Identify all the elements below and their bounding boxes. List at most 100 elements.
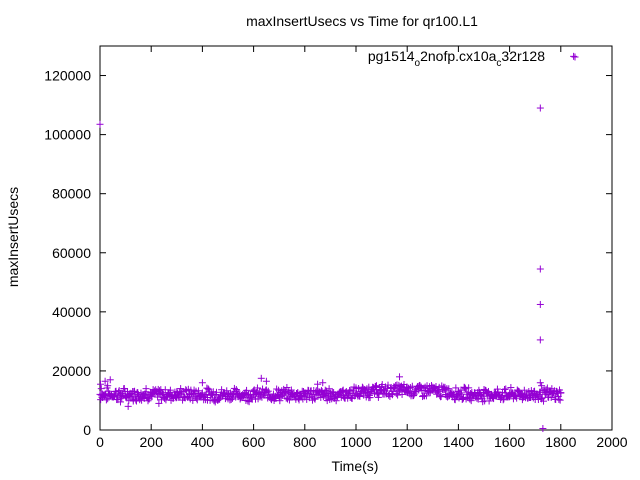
data-point — [198, 379, 206, 387]
data-point — [332, 397, 340, 405]
data-point — [287, 386, 295, 394]
data-point — [173, 388, 181, 396]
data-point — [228, 394, 236, 402]
data-point — [467, 391, 475, 399]
x-tick-label: 400 — [191, 434, 215, 450]
data-point — [356, 392, 364, 400]
data-point — [283, 383, 291, 391]
data-point — [195, 387, 203, 395]
data-point — [403, 383, 411, 391]
x-tick-label: 200 — [140, 434, 164, 450]
data-point — [211, 398, 219, 406]
data-point — [531, 391, 539, 399]
data-point — [365, 383, 373, 391]
data-point — [259, 385, 267, 393]
x-axis: 0 200 400 600 800 1000 1200 1400 1600 1800 2000 — [96, 46, 628, 450]
legend-marker-plus — [571, 53, 579, 61]
data-point — [543, 384, 551, 392]
data-point — [204, 394, 212, 402]
data-point — [467, 397, 475, 405]
data-point — [134, 391, 142, 399]
data-point — [288, 392, 296, 400]
data-point — [147, 389, 155, 397]
data-point — [276, 397, 284, 405]
y-tick-label: 120000 — [44, 68, 91, 84]
data-point — [512, 393, 520, 401]
data-point — [452, 384, 460, 392]
data-point — [311, 395, 319, 403]
data-point — [396, 373, 404, 381]
data-point — [366, 394, 374, 402]
data-point — [544, 391, 552, 399]
data-point — [237, 392, 245, 400]
data-point — [177, 385, 185, 393]
data-point — [556, 396, 564, 404]
chart-title: maxInsertUsecs vs Time for qr100.L1 — [246, 13, 478, 29]
legend-label-tail: 32r128 — [501, 48, 545, 64]
legend-label-mid: 2nofp.cx10a — [420, 48, 496, 64]
data-point — [166, 386, 174, 394]
data-series — [96, 52, 578, 433]
y-tick-label: 40000 — [52, 304, 91, 320]
data-point — [204, 385, 212, 393]
x-tick-label: 800 — [293, 434, 317, 450]
data-point — [262, 377, 270, 385]
data-point — [499, 396, 507, 404]
data-point — [352, 385, 360, 393]
data-point — [285, 396, 293, 404]
data-point — [536, 300, 544, 308]
data-point — [372, 382, 380, 390]
data-point — [547, 393, 555, 401]
data-point — [465, 384, 473, 392]
data-point — [186, 391, 194, 399]
data-point — [419, 393, 427, 401]
data-point — [129, 395, 137, 403]
data-point — [570, 52, 578, 60]
data-point — [97, 380, 105, 388]
data-point — [416, 382, 424, 390]
data-point — [96, 120, 104, 128]
legend-label-base: pg1514 — [368, 48, 415, 64]
data-point — [540, 397, 548, 405]
data-point — [374, 393, 382, 401]
data-point — [555, 395, 563, 403]
data-point — [326, 389, 334, 397]
x-tick-label: 1000 — [340, 434, 371, 450]
data-point — [536, 265, 544, 273]
y-axis-label: maxInsertUsecs — [5, 187, 21, 287]
data-point — [536, 336, 544, 344]
data-point — [507, 384, 515, 392]
data-point — [125, 396, 133, 404]
data-point — [485, 397, 493, 405]
data-point — [319, 379, 327, 387]
x-tick-label: 1200 — [392, 434, 423, 450]
legend-label-sub2: c — [496, 58, 501, 69]
data-point — [394, 391, 402, 399]
data-point — [538, 394, 546, 402]
data-point — [325, 385, 333, 393]
data-point — [163, 392, 171, 400]
data-point — [518, 391, 526, 399]
data-point — [378, 386, 386, 394]
data-point — [250, 391, 258, 399]
y-tick-label: 20000 — [52, 363, 91, 379]
data-point — [106, 376, 114, 384]
data-point — [104, 382, 112, 390]
data-point — [422, 392, 430, 400]
data-point — [538, 382, 546, 390]
data-point — [557, 389, 565, 397]
data-point — [502, 385, 510, 393]
data-point — [461, 385, 469, 393]
data-point — [484, 387, 492, 395]
data-point — [99, 394, 107, 402]
data-point — [264, 387, 272, 395]
data-point — [212, 388, 220, 396]
data-point — [244, 397, 252, 405]
data-point — [339, 387, 347, 395]
data-point — [301, 389, 309, 397]
legend-label-sub1: o — [415, 58, 421, 69]
data-point — [454, 388, 462, 396]
legend-marker — [571, 53, 579, 61]
data-point — [432, 382, 440, 390]
